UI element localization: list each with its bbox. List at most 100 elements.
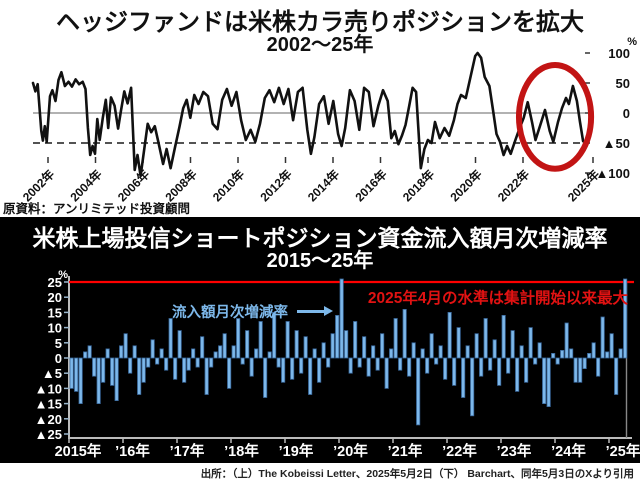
- y-tick-label: ▲15: [35, 397, 62, 412]
- bar: [366, 357, 371, 377]
- hedge-fund-position-line: [31, 51, 585, 178]
- bar: [339, 278, 344, 359]
- bar: [411, 342, 416, 359]
- bar: [362, 336, 367, 359]
- x-axis: 2015年 ’16年 ’17年 ’18年 ’19年 ’20年 ’21年 ’22年 ’23年 ’24…: [55, 438, 640, 460]
- bar: [281, 357, 286, 383]
- y-tick-label: 0: [55, 351, 62, 366]
- bar: [272, 312, 277, 359]
- bar: [393, 318, 398, 359]
- bar: [137, 357, 142, 395]
- bar: [470, 357, 475, 417]
- bar: [474, 333, 479, 359]
- top-chart-source: 原資料：アンリミテッド投資顧問: [3, 202, 191, 216]
- bar: [195, 357, 200, 368]
- bar: [582, 357, 587, 370]
- bar: [101, 357, 106, 383]
- bar: [497, 357, 502, 386]
- y-tick-label: 25: [48, 275, 62, 290]
- x-tick-label: ’25年: [606, 442, 640, 460]
- bar: [420, 348, 425, 359]
- series-label: 流入額月次増減率: [172, 305, 288, 321]
- bar: [357, 357, 362, 368]
- bar: [564, 322, 569, 359]
- x-tick-label: 2020年: [447, 166, 485, 202]
- bar: [501, 315, 506, 359]
- bar: [267, 351, 272, 359]
- bar: [515, 357, 520, 392]
- bar: [330, 333, 335, 359]
- bar: [263, 357, 268, 398]
- bar: [69, 357, 74, 389]
- y-tick-label: ▲100: [595, 166, 630, 181]
- bar: [389, 348, 394, 359]
- bar: [533, 357, 538, 365]
- top-chart-title: ヘッジファンドは米株カラ売りポジションを拡大: [56, 9, 584, 36]
- bar: [407, 357, 412, 377]
- bottom-chart-section: 米株上場投信ショートポジション資金流入額月次増減率 2015〜25年 25 20 1…: [0, 217, 640, 463]
- bar: [546, 357, 551, 407]
- x-tick-label: 2014年: [304, 166, 342, 202]
- bar: [614, 357, 619, 395]
- bar: [402, 309, 407, 359]
- bar: [452, 357, 457, 386]
- bar: [123, 333, 128, 359]
- y-axis-unit: %: [58, 270, 68, 281]
- bar: [222, 333, 227, 359]
- x-tick-label: ’20年: [333, 442, 368, 460]
- x-tick-label: 2016年: [352, 166, 390, 202]
- bar: [173, 357, 178, 380]
- y-tick-label: ▲5: [42, 366, 62, 381]
- x-tick-label: 2006年: [114, 166, 152, 202]
- bar: [569, 348, 574, 359]
- bar: [344, 330, 349, 359]
- x-tick-label: ’22年: [442, 442, 477, 460]
- bar: [506, 357, 511, 374]
- x-tick-label: 2025年: [564, 166, 602, 202]
- bar: [510, 330, 515, 359]
- bar: [600, 316, 605, 359]
- arrow-right-icon: [297, 306, 333, 315]
- y-tick-label: 100: [608, 46, 630, 61]
- bar: [429, 333, 434, 359]
- bar: [443, 357, 448, 380]
- bar: [587, 353, 592, 359]
- bar: [312, 348, 317, 359]
- x-tick-label: 2018年: [399, 166, 437, 202]
- record-annotation: 2025年4月の水準は集計開始以来最大: [367, 290, 628, 307]
- bar: [560, 350, 565, 359]
- bar: [425, 357, 430, 374]
- bar: [398, 357, 403, 371]
- bottom-chart-subtitle: 2015〜25年: [266, 250, 374, 272]
- bar: [605, 351, 610, 359]
- x-tick-label: 2004年: [67, 166, 105, 202]
- x-tick-label: ’18年: [224, 442, 259, 460]
- bar: [119, 345, 124, 359]
- bar: [92, 357, 97, 377]
- bar: [258, 321, 263, 359]
- y-tick-label: 10: [48, 321, 62, 336]
- bar: [488, 357, 493, 371]
- bar: [596, 357, 601, 377]
- bar: [519, 345, 524, 359]
- bar: [618, 348, 623, 359]
- x-tick-label: ’23年: [497, 442, 532, 460]
- bar: [573, 357, 578, 383]
- bar: [528, 327, 533, 359]
- bar: [299, 357, 304, 374]
- bar: [191, 348, 196, 359]
- x-tick-label: ’17年: [170, 442, 205, 460]
- bar: [317, 357, 322, 383]
- x-tick-label: ’16年: [115, 442, 150, 460]
- bar: [416, 357, 421, 426]
- bar: [290, 357, 295, 380]
- bar: [105, 348, 110, 359]
- bar: [128, 357, 133, 374]
- bar: [132, 345, 137, 359]
- bar: [177, 330, 182, 359]
- bar: [78, 357, 83, 404]
- bar: [209, 357, 214, 368]
